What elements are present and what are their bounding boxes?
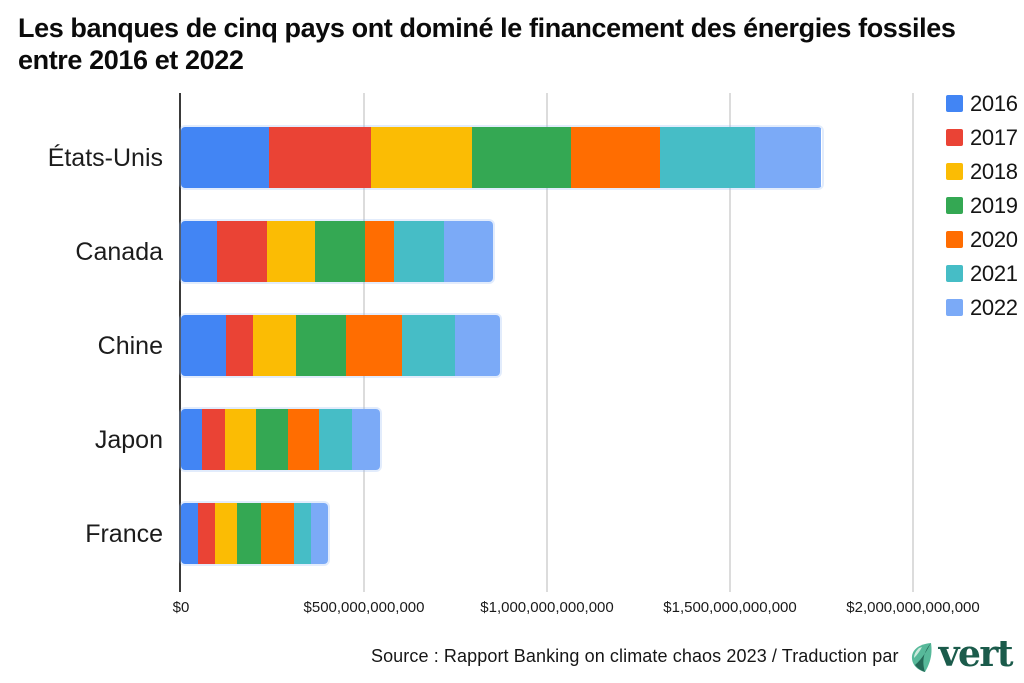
bar-segment — [237, 503, 262, 564]
bar-segment — [471, 127, 571, 188]
legend-label: 2020 — [970, 226, 1018, 252]
bar-segment — [214, 503, 238, 564]
x-axis-tick-label: $2,000,000,000,000 — [846, 599, 980, 616]
legend-item-2018: 2018 — [946, 158, 1018, 185]
bar-segment — [295, 315, 346, 376]
stacked-bar — [181, 409, 381, 470]
legend-swatch — [946, 231, 963, 248]
legend-item-2022: 2022 — [946, 294, 1018, 321]
bar-segment — [198, 503, 215, 564]
legend-item-2020: 2020 — [946, 226, 1018, 253]
vert-logo: vert — [909, 636, 1014, 673]
bar-segment — [288, 409, 319, 470]
legend-swatch — [946, 163, 963, 180]
bar-segment — [660, 127, 755, 188]
legend-swatch — [946, 265, 963, 282]
stacked-bar — [181, 315, 501, 376]
category-label: Japon — [94, 425, 163, 454]
x-axis-tick-label: $1,500,000,000,000 — [663, 599, 797, 616]
bar-segment — [345, 315, 403, 376]
bar-segment — [455, 315, 501, 376]
chart-title: Les banques de cinq pays ont dominé le f… — [18, 13, 956, 76]
legend-swatch — [946, 129, 963, 146]
legend-label: 2018 — [970, 158, 1018, 184]
legend-item-2017: 2017 — [946, 124, 1018, 151]
legend-label: 2017 — [970, 124, 1018, 150]
legend-swatch — [946, 299, 963, 316]
stacked-bar — [181, 221, 493, 282]
category-label: Chine — [97, 331, 163, 360]
bar-segment — [570, 127, 661, 188]
bar-segment — [365, 221, 394, 282]
stacked-bar — [181, 127, 822, 188]
gridline — [546, 93, 548, 592]
bar-segment — [181, 221, 218, 282]
bar-segment — [314, 221, 366, 282]
bar-segment — [181, 409, 203, 470]
gridline — [729, 93, 731, 592]
bar-segment — [202, 409, 225, 470]
bar-segment — [181, 315, 226, 376]
bar-segment — [393, 221, 445, 282]
bar-segment — [268, 127, 371, 188]
bar-segment — [217, 221, 267, 282]
category-label: États-Unis — [47, 143, 163, 172]
bar-segment — [370, 127, 472, 188]
bar-segment — [224, 409, 256, 470]
bar-segment — [181, 127, 269, 188]
bar-segment — [754, 127, 822, 188]
category-label: Canada — [75, 237, 163, 266]
bar-segment — [444, 221, 493, 282]
legend: 2016 2017 2018 2019 2020 2021 2022 — [946, 90, 1018, 321]
legend-swatch — [946, 95, 963, 112]
x-axis-tick-label: $1,000,000,000,000 — [480, 599, 614, 616]
legend-swatch — [946, 197, 963, 214]
bar-segment — [293, 503, 312, 564]
bar-segment — [181, 503, 199, 564]
y-axis-line — [179, 93, 181, 592]
source-text: Source : Rapport Banking on climate chao… — [370, 646, 899, 666]
leaf-icon — [909, 640, 936, 673]
gridline — [912, 93, 914, 592]
legend-item-2021: 2021 — [946, 260, 1018, 287]
bar-segment — [255, 409, 289, 470]
bar-segment — [225, 315, 254, 376]
bar-segment — [351, 409, 381, 470]
legend-label: 2022 — [970, 294, 1018, 320]
bar-segment — [261, 503, 294, 564]
bar-segment — [311, 503, 329, 564]
legend-label: 2021 — [970, 260, 1018, 286]
category-label: France — [85, 519, 163, 548]
bar-segment — [253, 315, 296, 376]
legend-item-2016: 2016 — [946, 90, 1018, 117]
x-axis-tick-label: $500,000,000,000 — [303, 599, 425, 616]
bar-segment — [266, 221, 315, 282]
x-axis-tick-label: $0 — [172, 599, 190, 616]
source-row: Source : Rapport Banking on climate chao… — [0, 636, 1014, 673]
bar-segment — [402, 315, 456, 376]
legend-label: 2016 — [970, 90, 1018, 116]
stacked-bar — [181, 503, 329, 564]
bar-segment — [318, 409, 352, 470]
legend-label: 2019 — [970, 192, 1018, 218]
logo-wordmark: vert — [938, 632, 1014, 675]
legend-item-2019: 2019 — [946, 192, 1018, 219]
